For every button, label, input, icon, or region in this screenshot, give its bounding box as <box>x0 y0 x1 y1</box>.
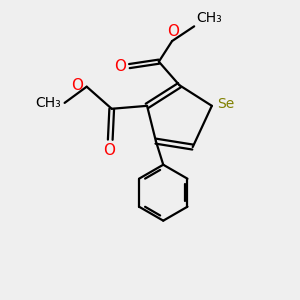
Text: O: O <box>168 24 180 39</box>
Text: O: O <box>71 78 83 93</box>
Text: CH₃: CH₃ <box>35 96 61 110</box>
Text: Se: Se <box>217 98 234 111</box>
Text: O: O <box>114 58 126 74</box>
Text: CH₃: CH₃ <box>196 11 222 25</box>
Text: O: O <box>103 143 115 158</box>
